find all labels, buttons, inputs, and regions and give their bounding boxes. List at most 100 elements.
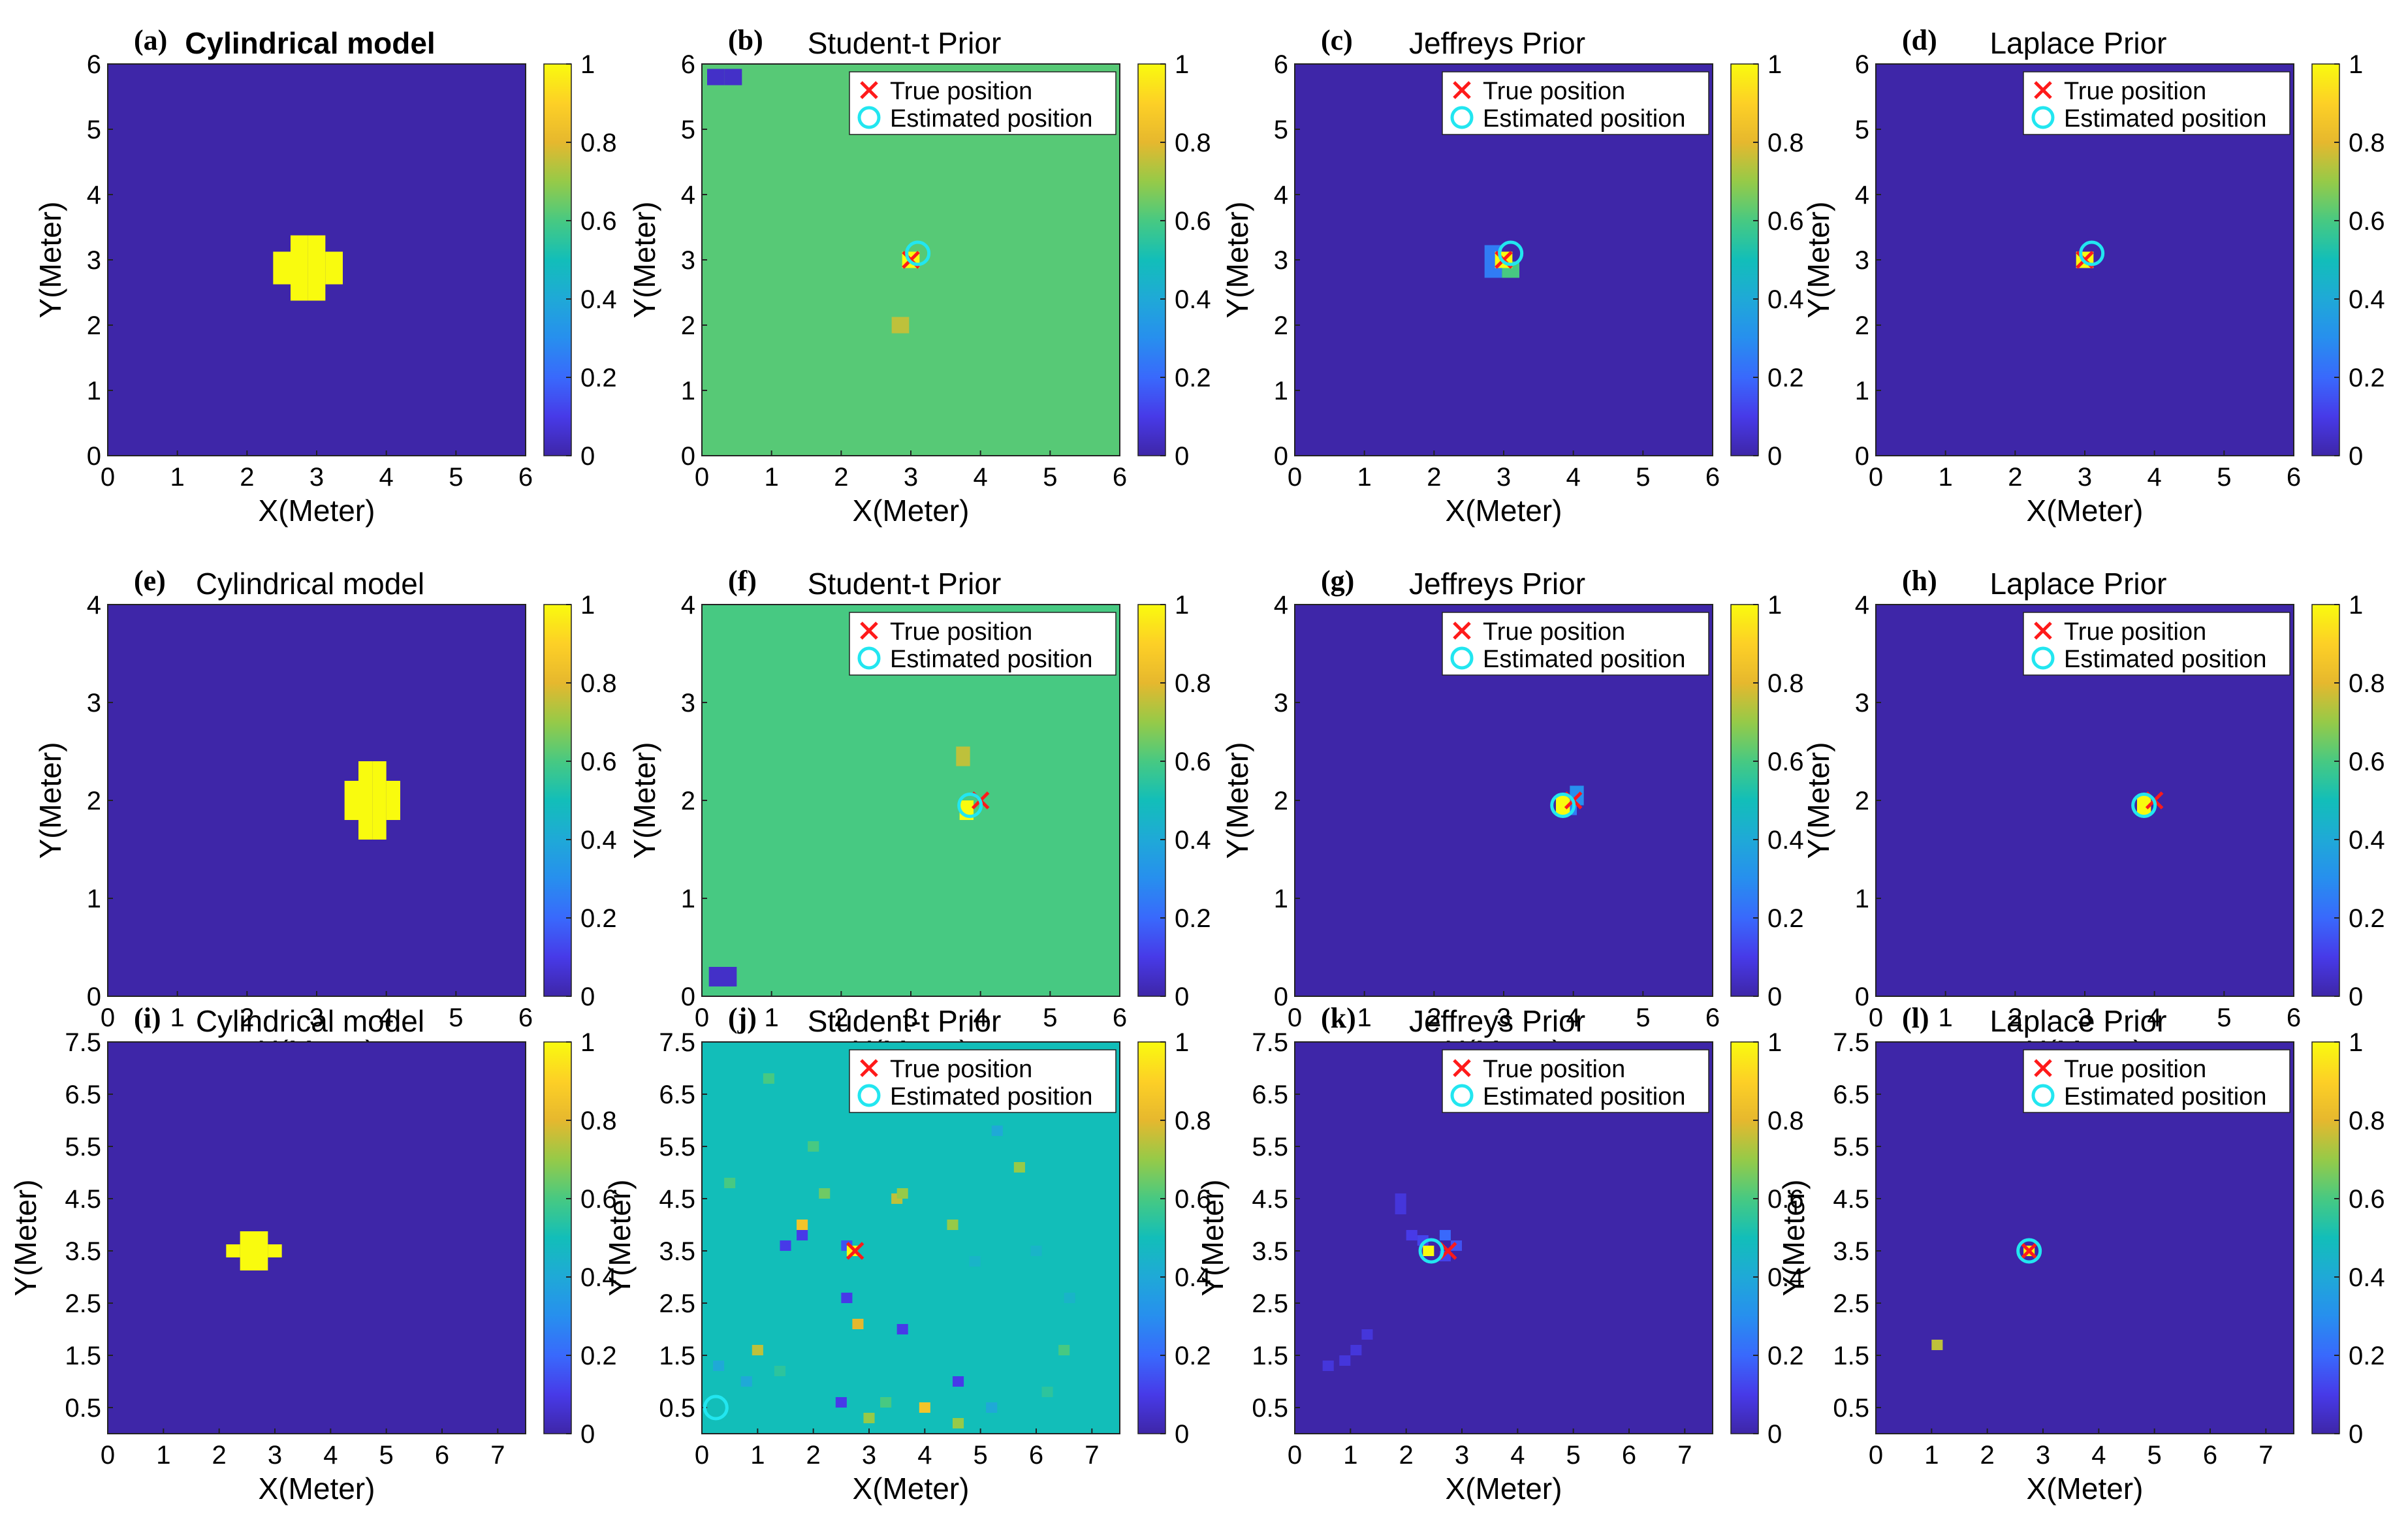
- panel-e: 012345601234X(Meter)Y(Meter)Cylindrical …: [33, 565, 617, 1068]
- x-axis-label: X(Meter): [1446, 494, 1562, 528]
- y-tick-label: 2: [87, 787, 101, 815]
- y-tick-label: 5.5: [65, 1133, 101, 1161]
- x-tick-label: 1: [1343, 1441, 1357, 1470]
- legend-estimated-label: Estimated position: [890, 646, 1093, 673]
- legend-true-marker-icon: [2034, 622, 2052, 640]
- x-tick-label: 5: [379, 1441, 394, 1470]
- heatmap-cell: [1013, 1162, 1025, 1173]
- colorbar-tick-label: 0.2: [580, 364, 617, 392]
- colorbar-tick-label: 0.2: [1767, 904, 1804, 933]
- true-position-marker: [2020, 1242, 2038, 1260]
- x-tick-label: 1: [1924, 1441, 1939, 1470]
- colorbar-tick-label: 0: [1767, 983, 1782, 1011]
- heatmap-cell: [226, 1244, 240, 1257]
- colorbar-tick-label: 0.8: [1175, 129, 1211, 157]
- legend-estimated-marker-icon: [857, 106, 881, 129]
- colorbar-tick-label: 0.6: [580, 1185, 617, 1214]
- x-tick-label: 0: [1869, 1003, 1883, 1032]
- colorbar: 0 0.2 0.4 0.6 0.8 1: [1137, 1028, 1211, 1449]
- heatmap-cell: [763, 1073, 774, 1084]
- colorbar: 0 0.2 0.4 0.6 0.8 1: [2311, 1028, 2385, 1449]
- x-tick-label: 5: [1566, 1441, 1581, 1470]
- x-tick-label: 3: [1497, 1003, 1511, 1032]
- heatmap-cell: [358, 820, 373, 840]
- x-tick-label: 0: [101, 1441, 115, 1470]
- panel-b: 0 1 2 3 4 5 6 0 1 2 3 4 5 6 X(Meter) Y(Meter) Student-t …: [627, 24, 1211, 528]
- colorbar-gradient: [1137, 1041, 1166, 1434]
- x-tick-label: 1: [1939, 1003, 1953, 1032]
- colorbar-tick-label: 0.2: [1175, 1342, 1211, 1370]
- x-tick-label: 6: [1705, 1003, 1720, 1032]
- heatmap-cell: [1361, 1329, 1373, 1340]
- x-tick-label: 1: [1939, 463, 1953, 492]
- colorbar-tick-label: 0.8: [580, 669, 617, 698]
- heatmap-cell: [254, 1257, 268, 1270]
- heatmap-cell: [344, 800, 358, 820]
- estimated-position-marker: [703, 1395, 729, 1421]
- colorbar-tick-label: 1: [2349, 1028, 2363, 1057]
- legend-true-label: True position: [890, 1056, 1032, 1083]
- y-tick-label: 0: [681, 983, 695, 1011]
- x-axis-label: X(Meter): [853, 494, 970, 528]
- x-tick-label: 2: [806, 1441, 821, 1470]
- panel-letter: (k): [1321, 1002, 1356, 1034]
- legend-true-label: True position: [2064, 618, 2206, 646]
- heatmap-cell: [947, 1220, 958, 1230]
- legend-estimated-label: Estimated position: [2064, 1083, 2267, 1111]
- colorbar-tick-label: 1: [1767, 591, 1782, 620]
- x-tick-label: 5: [2147, 1441, 2162, 1470]
- heatmap-cell: [308, 235, 326, 252]
- y-tick-label: 4: [681, 591, 695, 620]
- y-tick-label: 1: [87, 377, 101, 405]
- y-tick-label: 4.5: [659, 1185, 695, 1214]
- x-tick-label: 2: [212, 1441, 227, 1470]
- x-axis-label: X(Meter): [259, 1472, 375, 1505]
- heatmap-cell: [846, 1246, 858, 1256]
- panel-title: Laplace Prior: [1989, 1004, 2166, 1038]
- y-tick-label: 1.5: [1252, 1342, 1288, 1370]
- heatmap-cell: [841, 1293, 853, 1303]
- y-tick-label: 2: [1855, 311, 1869, 340]
- y-tick-label: 4: [1274, 181, 1288, 210]
- heatmap-cell: [273, 251, 291, 268]
- x-tick-label: 2: [2008, 463, 2022, 492]
- colorbar-gradient: [1137, 63, 1166, 456]
- plot-frame: [1294, 1041, 1713, 1434]
- y-tick-label: 0: [681, 442, 695, 471]
- x-tick-label: 5: [1043, 463, 1057, 492]
- y-tick-label: 4: [681, 181, 695, 210]
- y-axis-label: Y(Meter): [1220, 742, 1254, 859]
- panel-d: 0 1 2 3 4 5 6 0 1 2 3 4 5 6 X(Meter) Y(Meter) Laplace Pr…: [1801, 24, 2385, 528]
- colorbar-tick-label: 1: [1175, 591, 1189, 620]
- legend-box: [2023, 71, 2290, 135]
- heatmap-cell: [724, 1178, 736, 1188]
- panel-a: 0 1 2 3 4 5 6 0 1 2 3 4 5 6 X(Meter) Y(Meter) Cylindrica…: [33, 24, 617, 528]
- legend-estimated-label: Estimated position: [1483, 646, 1686, 673]
- x-tick-label: 2: [834, 1003, 848, 1032]
- legend-estimated-marker-icon: [2031, 106, 2055, 129]
- legend-true-label: True position: [1483, 1056, 1625, 1083]
- heatmap-cell: [863, 1413, 875, 1423]
- y-tick-label: 3: [87, 246, 101, 275]
- y-tick-label: 4: [1855, 181, 1869, 210]
- colorbar-tick-label: 1: [2349, 591, 2363, 620]
- x-tick-label: 1: [765, 1003, 779, 1032]
- x-tick-label: 0: [1288, 1003, 1302, 1032]
- y-tick-label: 3.5: [659, 1237, 695, 1266]
- heatmap-cell: [880, 1397, 892, 1408]
- y-axis-label: Y(Meter): [627, 202, 661, 319]
- heatmap-cell: [713, 1361, 725, 1371]
- heatmap-cell: [1350, 1345, 1362, 1355]
- x-tick-label: 0: [1869, 1441, 1883, 1470]
- estimated-position-marker: [957, 793, 983, 818]
- colorbar-tick-label: 0.8: [1175, 669, 1211, 698]
- x-tick-label: 0: [101, 1003, 115, 1032]
- panel-title: Jeffreys Prior: [1409, 1004, 1585, 1038]
- x-tick-label: 4: [379, 463, 394, 492]
- y-tick-label: 4: [87, 181, 101, 210]
- colorbar-tick-label: 0.8: [1767, 129, 1804, 157]
- heatmap-cell: [991, 1126, 1003, 1136]
- panel-letter: (g): [1321, 565, 1354, 597]
- heatmap-cell: [1406, 1230, 1418, 1240]
- colorbar-tick-label: 0.8: [2349, 1107, 2385, 1135]
